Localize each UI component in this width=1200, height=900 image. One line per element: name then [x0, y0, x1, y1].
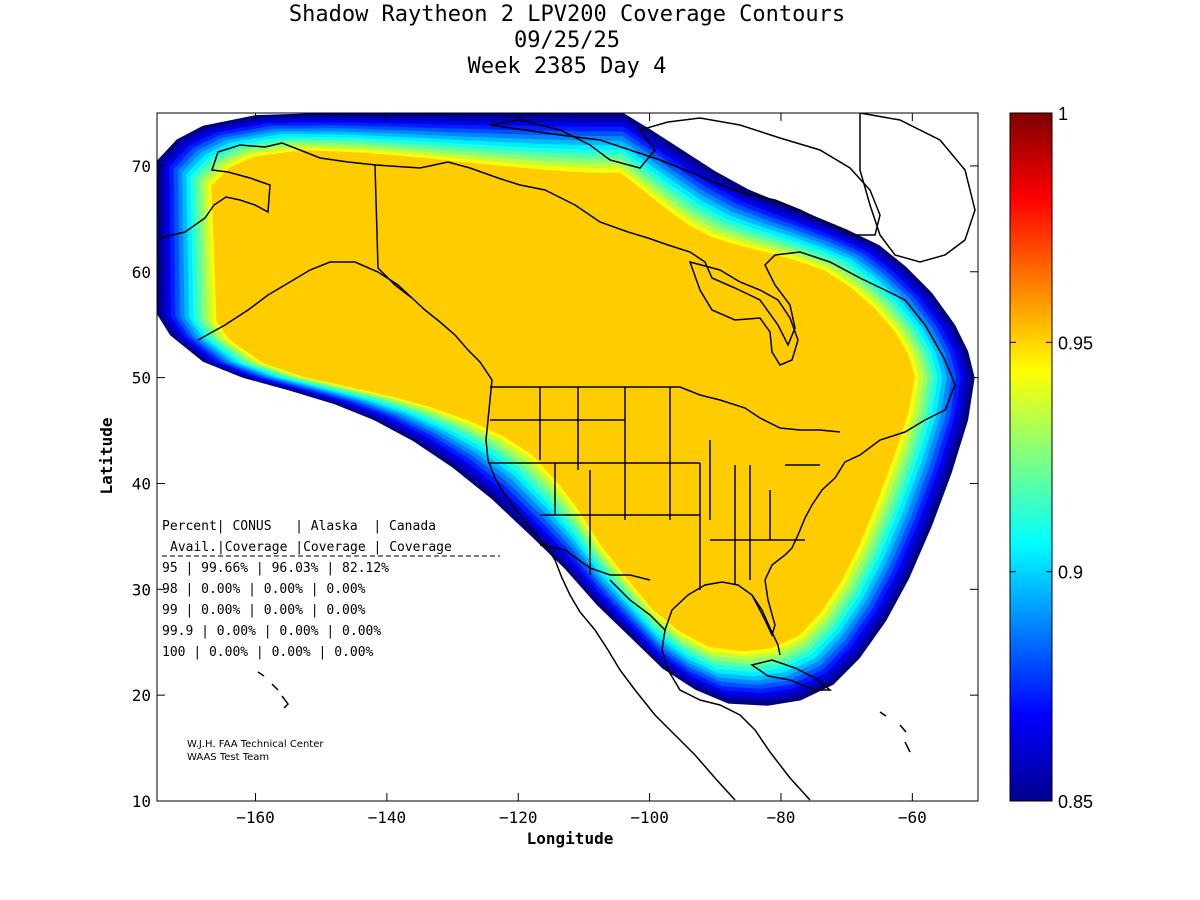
table-cell: | 0.00%: [256, 624, 319, 639]
table-cell: | 0.00%: [185, 582, 240, 597]
x-axis-ticks: −160 −140 −120 −100 −80 −60: [236, 113, 927, 827]
coast-greenland: [859, 113, 976, 263]
y-tick-label: 40: [132, 474, 151, 493]
x-tick-label: −80: [767, 808, 796, 827]
table-cell: 99.9: [162, 624, 201, 639]
table-cell: 99: [162, 603, 185, 618]
table-row: 95 | 99.66% | 96.03% | 82.12%: [162, 561, 389, 576]
table-cell: | 0.00%: [303, 582, 366, 597]
border-alaska-canada: [374, 164, 413, 299]
y-axis-label: Latitude: [97, 417, 116, 494]
y-tick-label: 50: [132, 369, 151, 388]
table-header-percent: Percent: [162, 519, 217, 534]
table-header-row-2: Avail.|Coverage |Coverage | Coverage: [170, 540, 452, 555]
table-header-row-1: Percent| CONUS | Alaska | Canada: [162, 519, 436, 534]
colorbar-gradient: [1009, 112, 1053, 802]
coastlines: [159, 113, 976, 801]
coast-florida: [751, 594, 781, 656]
contour-level-13: [211, 150, 915, 652]
coast-cuba: [750, 659, 833, 691]
colorbar-tick-label: 1: [1058, 104, 1068, 124]
credit-line-2: WAAS Test Team: [187, 752, 269, 763]
table-cell: | 0.00%: [201, 624, 256, 639]
x-tick-label: −160: [236, 808, 275, 827]
table-header-coverage-3: Coverage: [389, 540, 452, 555]
table-cell: 100: [162, 645, 193, 660]
x-tick-label: −120: [499, 808, 538, 827]
coast-gulf: [609, 579, 666, 631]
colorbar-tick-label: 0.85: [1058, 792, 1093, 812]
colorbar: 0.85 0.9 0.95 1: [1009, 104, 1093, 812]
table-rows: 95 | 99.66% | 96.03% | 82.12% 98 | 0.00%…: [162, 561, 389, 660]
table-header-alaska: Alaska: [311, 519, 358, 534]
table-row: 99.9 | 0.00% | 0.00% | 0.00%: [162, 624, 381, 639]
title-line-2: 09/25/25: [514, 28, 620, 53]
x-tick-label: −140: [368, 808, 407, 827]
table-header-conus: CONUS: [232, 519, 271, 534]
table-cell: | 82.12%: [319, 561, 390, 576]
y-tick-label: 70: [132, 157, 151, 176]
coverage-table: Percent| CONUS | Alaska | Canada Avail.|…: [162, 519, 500, 660]
table-row: 100 | 0.00% | 0.00% | 0.00%: [162, 645, 374, 660]
x-tick-label: −100: [630, 808, 669, 827]
colorbar-ticks: 0.85 0.9 0.95 1: [1010, 104, 1093, 812]
y-axis-ticks: 10 20 30 40 50 60 70: [132, 157, 978, 811]
x-axis-label: Longitude: [527, 829, 614, 848]
table-cell: | 99.66%: [185, 561, 248, 576]
table-header-canada: Canada: [389, 519, 436, 534]
chart-title: Shadow Raytheon 2 LPV200 Coverage Contou…: [289, 2, 845, 79]
border-us-canada: [490, 386, 841, 433]
coast-arctic-islands: [489, 117, 881, 236]
table-row: 98 | 0.00% | 0.00% | 0.00%: [162, 582, 366, 597]
us-state-grid: [490, 387, 820, 590]
map-area: [157, 113, 978, 801]
credit-line-1: W.J.H. FAA Technical Center: [187, 739, 324, 750]
table-cell: | 96.03%: [248, 561, 319, 576]
table-header-avail: Avail.: [170, 540, 217, 555]
table-cell: | 0.00%: [193, 645, 248, 660]
table-cell: | 0.00%: [311, 645, 374, 660]
table-row: 99 | 0.00% | 0.00% | 0.00%: [162, 603, 366, 618]
coast-hawaii: [257, 671, 289, 709]
coast-hudson-bay: [688, 260, 799, 366]
colorbar-tick-label: 0.9: [1058, 563, 1083, 583]
table-cell: | 0.00%: [248, 645, 311, 660]
y-tick-label: 20: [132, 686, 151, 705]
table-cell: | 0.00%: [240, 603, 303, 618]
border-us-mexico: [539, 544, 651, 581]
table-cell: | 0.00%: [319, 624, 382, 639]
y-tick-label: 30: [132, 580, 151, 599]
table-cell: | 0.00%: [240, 582, 303, 597]
table-cell: | 0.00%: [303, 603, 366, 618]
y-tick-label: 60: [132, 263, 151, 282]
coast-north-america: [159, 142, 956, 801]
coast-pacific: [197, 261, 736, 801]
table-header-coverage-1: Coverage: [225, 540, 288, 555]
map-frame: [156, 112, 979, 802]
table-cell: 95: [162, 561, 185, 576]
credits: W.J.H. FAA Technical Center WAAS Test Te…: [187, 739, 324, 763]
title-line-1: Shadow Raytheon 2 LPV200 Coverage Contou…: [289, 2, 845, 27]
y-tick-label: 10: [132, 792, 151, 811]
x-tick-label: −60: [898, 808, 927, 827]
coast-caribbean: [879, 711, 911, 753]
table-cell: | 0.00%: [185, 603, 240, 618]
title-line-3: Week 2385 Day 4: [468, 54, 667, 79]
political-borders: [374, 164, 841, 590]
table-header-coverage-2: Coverage: [303, 540, 366, 555]
colorbar-tick-label: 0.95: [1058, 333, 1093, 353]
table-cell: 98: [162, 582, 185, 597]
